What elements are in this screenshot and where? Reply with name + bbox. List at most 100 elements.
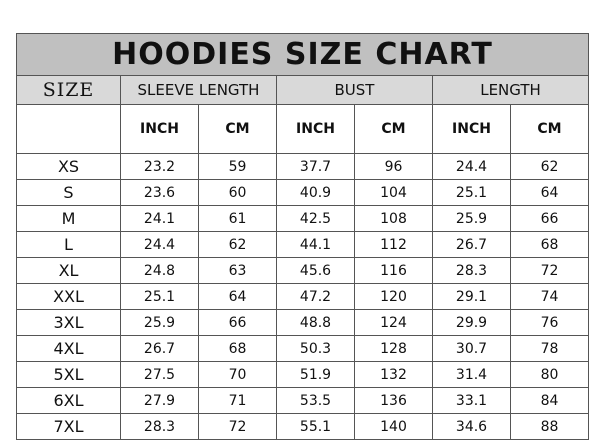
data-row: L 24.4 62 44.1 112 26.7 68	[16, 231, 590, 258]
value-cell: 53.5	[276, 387, 355, 414]
data-row: S 23.6 60 40.9 104 25.1 64	[16, 179, 590, 206]
size-cell: L	[16, 231, 121, 258]
header-cell: BUST	[276, 75, 433, 105]
subheader-cell: CM	[509, 104, 590, 154]
value-cell: 72	[509, 257, 590, 284]
value-cell: 28.3	[120, 413, 199, 440]
title-row: HOODIES SIZE CHART	[15, 33, 590, 76]
size-cell: M	[16, 205, 121, 232]
value-cell: 68	[198, 335, 277, 362]
value-cell: 42.5	[276, 205, 355, 232]
data-row: 3XL 25.9 66 48.8 124 29.9 76	[16, 309, 590, 336]
value-cell: 47.2	[276, 283, 355, 310]
title: HOODIES SIZE CHART	[15, 33, 590, 76]
value-cell: 28.3	[432, 257, 511, 284]
value-cell: 24.4	[120, 231, 199, 258]
value-cell: 24.8	[120, 257, 199, 284]
value-cell: 33.1	[432, 387, 511, 414]
value-cell: 25.9	[432, 205, 511, 232]
value-cell: 25.1	[432, 179, 511, 206]
size-cell: XXL	[16, 283, 121, 310]
value-cell: 44.1	[276, 231, 355, 258]
value-cell: 29.1	[432, 283, 511, 310]
value-cell: 96	[354, 153, 433, 180]
data-row: XL 24.8 63 45.6 116 28.3 72	[16, 257, 590, 284]
subheader-cell: INCH	[276, 104, 355, 154]
value-cell: 62	[509, 153, 590, 180]
data-row: M 24.1 61 42.5 108 25.9 66	[16, 205, 590, 232]
size-cell: 6XL	[16, 387, 121, 414]
value-cell: 45.6	[276, 257, 355, 284]
value-cell: 50.3	[276, 335, 355, 362]
value-cell: 25.9	[120, 309, 199, 336]
value-cell: 26.7	[432, 231, 511, 258]
value-cell: 29.9	[432, 309, 511, 336]
size-cell: 7XL	[16, 413, 121, 440]
value-cell: 76	[509, 309, 590, 336]
data-row: 5XL 27.5 70 51.9 132 31.4 80	[16, 361, 590, 388]
value-cell: 124	[354, 309, 433, 336]
size-cell: XL	[16, 257, 121, 284]
value-cell: 51.9	[276, 361, 355, 388]
size-table: HOODIES SIZE CHART SIZE SLEEVE LENGTH BU…	[15, 33, 590, 440]
subheader-row: INCH CM INCH CM INCH CM	[16, 104, 590, 154]
value-cell: 34.6	[432, 413, 511, 440]
value-cell: 27.9	[120, 387, 199, 414]
value-cell: 26.7	[120, 335, 199, 362]
value-cell: 66	[198, 309, 277, 336]
value-cell: 40.9	[276, 179, 355, 206]
data-row: 4XL 26.7 68 50.3 128 30.7 78	[16, 335, 590, 362]
subheader-cell: INCH	[432, 104, 511, 154]
value-cell: 48.8	[276, 309, 355, 336]
value-cell: 64	[198, 283, 277, 310]
size-cell: S	[16, 179, 121, 206]
value-cell: 71	[198, 387, 277, 414]
data-row: XXL 25.1 64 47.2 120 29.1 74	[16, 283, 590, 310]
value-cell: 68	[509, 231, 590, 258]
value-cell: 63	[198, 257, 277, 284]
value-cell: 37.7	[276, 153, 355, 180]
value-cell: 24.4	[432, 153, 511, 180]
header-cell: SIZE	[16, 75, 121, 105]
value-cell: 140	[354, 413, 433, 440]
subheader-cell: CM	[354, 104, 433, 154]
value-cell: 31.4	[432, 361, 511, 388]
empty-cell	[16, 104, 121, 154]
value-cell: 116	[354, 257, 433, 284]
value-cell: 132	[354, 361, 433, 388]
value-cell: 64	[509, 179, 590, 206]
value-cell: 62	[198, 231, 277, 258]
value-cell: 55.1	[276, 413, 355, 440]
value-cell: 136	[354, 387, 433, 414]
value-cell: 120	[354, 283, 433, 310]
value-cell: 24.1	[120, 205, 199, 232]
size-cell: 4XL	[16, 335, 121, 362]
value-cell: 66	[509, 205, 590, 232]
value-cell: 61	[198, 205, 277, 232]
value-cell: 128	[354, 335, 433, 362]
value-cell: 104	[354, 179, 433, 206]
value-cell: 88	[509, 413, 590, 440]
value-cell: 60	[198, 179, 277, 206]
size-cell: 5XL	[16, 361, 121, 388]
value-cell: 70	[198, 361, 277, 388]
value-cell: 84	[509, 387, 590, 414]
value-cell: 72	[198, 413, 277, 440]
value-cell: 23.6	[120, 179, 199, 206]
header-cell: SLEEVE LENGTH	[120, 75, 277, 105]
value-cell: 30.7	[432, 335, 511, 362]
value-cell: 74	[509, 283, 590, 310]
header-row: SIZE SLEEVE LENGTH BUST LENGTH	[16, 75, 590, 105]
value-cell: 27.5	[120, 361, 199, 388]
data-row: 7XL 28.3 72 55.1 140 34.6 88	[16, 413, 590, 440]
value-cell: 80	[509, 361, 590, 388]
subheader-cell: CM	[198, 104, 277, 154]
size-cell: 3XL	[16, 309, 121, 336]
header-cell: LENGTH	[431, 75, 590, 105]
value-cell: 112	[354, 231, 433, 258]
size-cell: XS	[16, 153, 121, 180]
data-row: 6XL 27.9 71 53.5 136 33.1 84	[16, 387, 590, 414]
value-cell: 25.1	[120, 283, 199, 310]
value-cell: 78	[509, 335, 590, 362]
